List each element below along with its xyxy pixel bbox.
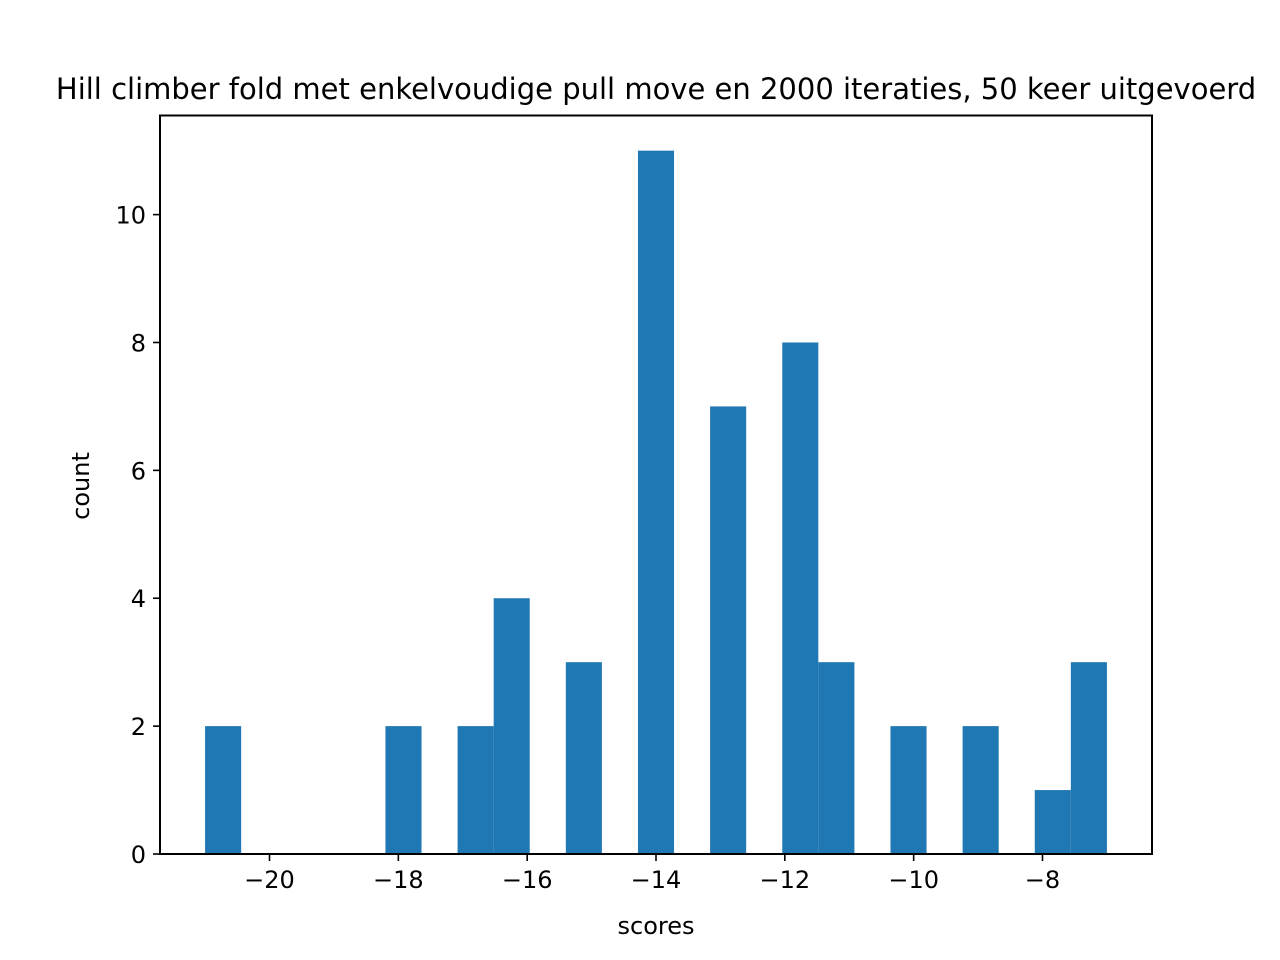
histogram-bar [565, 662, 602, 854]
x-axis-label: scores [618, 912, 695, 940]
y-tick-label: 10 [115, 202, 146, 230]
histogram-bar [890, 726, 927, 854]
histogram-bar [710, 406, 747, 854]
y-axis-ticks: 0 2 4 6 8 10 [115, 202, 160, 869]
x-tick-label: −20 [244, 866, 295, 894]
histogram-bar [205, 726, 242, 854]
x-axis-ticks: −20 −18 −16 −14 −12 −10 −8 [244, 854, 1060, 894]
histogram-bar [782, 342, 819, 854]
histogram-bar [962, 726, 999, 854]
x-tick-label: −12 [760, 866, 811, 894]
histogram-bar [818, 662, 855, 854]
x-tick-label: −16 [502, 866, 553, 894]
y-tick-label: 8 [131, 329, 146, 357]
x-tick-label: −8 [1025, 866, 1060, 894]
y-tick-label: 0 [131, 841, 146, 869]
histogram-bar [457, 726, 494, 854]
y-axis-label: count [67, 452, 95, 520]
chart-title: Hill climber fold met enkelvoudige pull … [56, 72, 1256, 106]
x-tick-label: −14 [631, 866, 682, 894]
histogram-bar [385, 726, 422, 854]
y-tick-label: 6 [131, 457, 146, 485]
histogram-bar [1034, 790, 1071, 854]
x-tick-label: −10 [888, 866, 939, 894]
histogram-bars [205, 150, 1107, 854]
histogram-bar [1070, 662, 1107, 854]
x-tick-label: −18 [373, 866, 424, 894]
histogram-bar [493, 598, 530, 854]
y-tick-label: 4 [131, 585, 146, 613]
histogram-bar [637, 150, 675, 854]
y-tick-label: 2 [131, 713, 146, 741]
